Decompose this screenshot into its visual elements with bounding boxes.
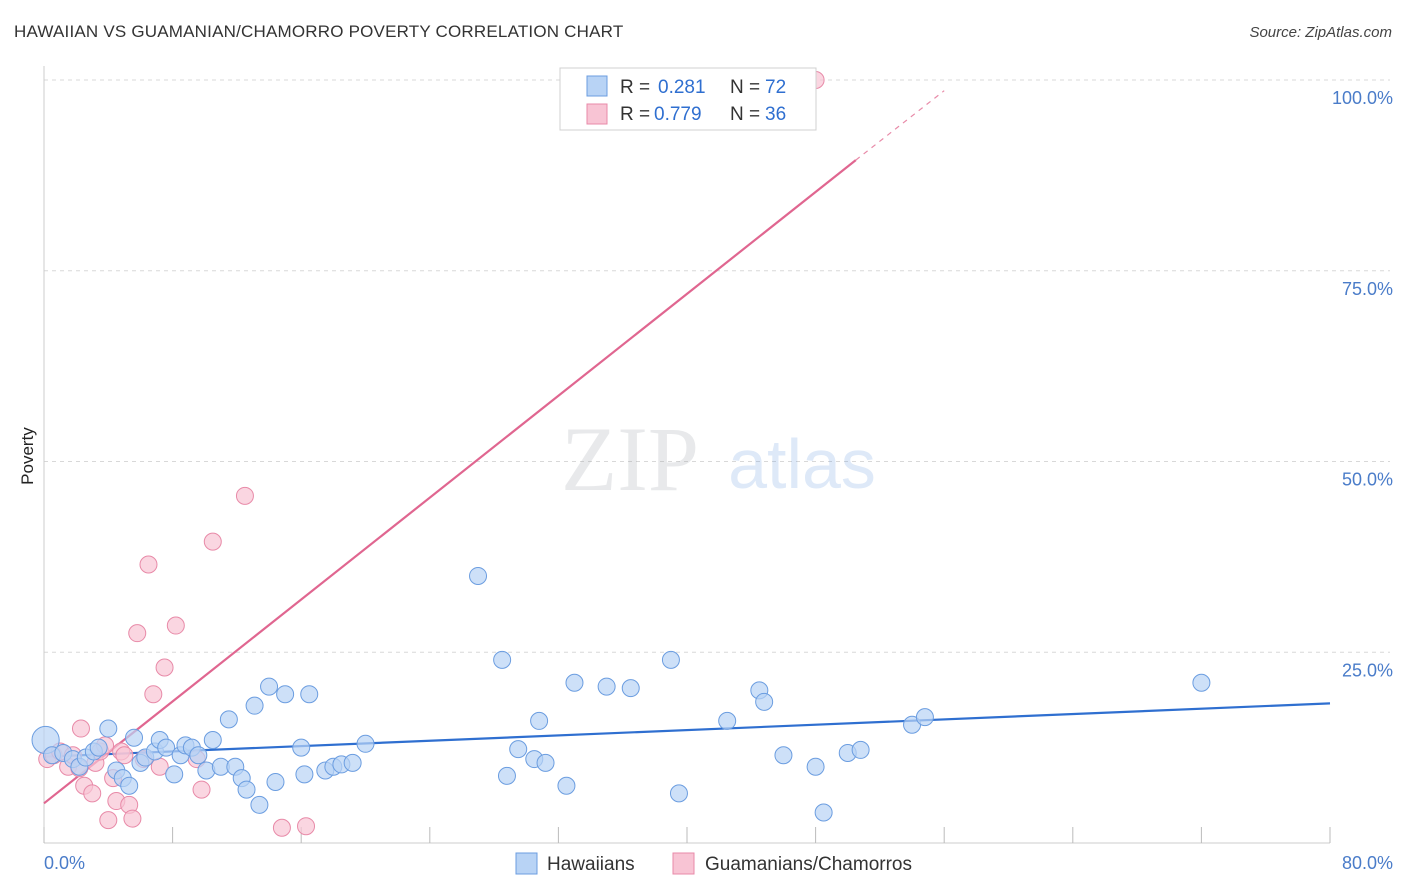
watermark-atlas: atlas bbox=[728, 425, 876, 503]
guamanian-point-25 bbox=[166, 616, 185, 635]
hawaiian-point-61 bbox=[814, 803, 833, 822]
hawaiian-point-7 bbox=[89, 738, 108, 757]
x-tick-label-max: 80.0% bbox=[1342, 853, 1393, 873]
y-tick-label-25: 25.0% bbox=[1342, 660, 1393, 680]
bottom-legend-hawaiians: Hawaiians bbox=[547, 854, 635, 875]
hawaiian-point-59 bbox=[774, 746, 793, 765]
hawaiian-point-58 bbox=[755, 692, 774, 711]
hawaiian-point-41 bbox=[343, 753, 362, 772]
hawaiian-point-31 bbox=[250, 795, 269, 814]
bottom-legend: Hawaiians Guamanians/Chamorros bbox=[515, 852, 912, 875]
hawaiian-point-43 bbox=[469, 566, 488, 585]
gridlines bbox=[44, 79, 1390, 653]
legend-swatch-hawaiians bbox=[586, 75, 608, 97]
hawaiian-point-35 bbox=[292, 738, 311, 757]
y-tick-label-100: 100.0% bbox=[1332, 88, 1393, 108]
hawaiian-point-33 bbox=[266, 772, 285, 791]
hawaiian-point-42 bbox=[356, 734, 375, 753]
hawaiian-point-54 bbox=[661, 650, 680, 669]
guamanian-point-19 bbox=[128, 624, 147, 643]
guamanian-point-16 bbox=[115, 746, 134, 765]
guamanian-point-18 bbox=[123, 809, 142, 828]
legend-n-value-2: 36 bbox=[765, 104, 786, 125]
trend-line-guamanians-extension bbox=[855, 90, 945, 161]
trend-line-guamanians bbox=[43, 159, 857, 805]
hawaiian-point-45 bbox=[497, 766, 516, 785]
guamanian-point-29 bbox=[235, 486, 254, 505]
watermark-zip: ZIP bbox=[561, 408, 699, 510]
hawaiian-point-11 bbox=[120, 776, 139, 795]
legend-r-value-1: 0.281 bbox=[658, 77, 706, 98]
source-credit: Source: ZipAtlas.com bbox=[1249, 24, 1392, 41]
y-tick-label-50: 50.0% bbox=[1342, 470, 1393, 490]
bottom-legend-swatch-guamanians bbox=[672, 852, 695, 875]
guamanian-point-21 bbox=[139, 555, 158, 574]
hawaiian-point-63 bbox=[851, 740, 870, 759]
hawaiian-point-66 bbox=[1192, 673, 1211, 692]
legend-r-label-2: R = bbox=[620, 104, 650, 125]
legend-n-value-1: 72 bbox=[765, 77, 786, 98]
watermark: ZIP atlas bbox=[561, 408, 876, 510]
chart-title: HAWAIIAN VS GUAMANIAN/CHAMORRO POVERTY C… bbox=[14, 22, 624, 41]
guamanian-point-22 bbox=[144, 685, 163, 704]
axes bbox=[43, 66, 1331, 844]
hawaiian-point-60 bbox=[806, 757, 825, 776]
guamanian-point-27 bbox=[192, 780, 211, 799]
hawaiian-point-50 bbox=[557, 776, 576, 795]
hawaiian-point-51 bbox=[565, 673, 584, 692]
hawaiian-point-55 bbox=[669, 784, 688, 803]
hawaiian-point-30 bbox=[245, 696, 264, 715]
hawaiian-point-48 bbox=[530, 711, 549, 730]
y-tick-label-75: 75.0% bbox=[1342, 279, 1393, 299]
hawaiian-point-44 bbox=[493, 650, 512, 669]
x-tick-label-min: 0.0% bbox=[44, 853, 85, 873]
hawaiian-point-22 bbox=[189, 746, 208, 765]
hawaiian-point-29 bbox=[237, 780, 256, 799]
hawaiian-point-53 bbox=[621, 679, 640, 698]
guamanian-point-6 bbox=[71, 719, 90, 738]
hawaiian-point-52 bbox=[597, 677, 616, 696]
hawaiian-point-37 bbox=[300, 685, 319, 704]
legend-n-label-1: N = bbox=[730, 77, 760, 98]
guamanian-point-24 bbox=[155, 658, 174, 677]
legend-r-value-2: 0.779 bbox=[654, 104, 702, 125]
hawaiian-point-49 bbox=[536, 753, 555, 772]
hawaiian-point-17 bbox=[157, 738, 176, 757]
legend-swatch-guamanians bbox=[586, 103, 608, 125]
hawaiian-point-32 bbox=[260, 677, 279, 696]
trend-line-hawaiians bbox=[43, 702, 1331, 758]
hawaiian-point-34 bbox=[276, 685, 295, 704]
bottom-legend-swatch-hawaiians bbox=[515, 852, 538, 875]
hawaiian-point-65 bbox=[915, 708, 934, 727]
hawaiian-point-18 bbox=[165, 765, 184, 784]
legend-r-label-1: R = bbox=[620, 77, 650, 98]
hawaiian-point-26 bbox=[219, 710, 238, 729]
hawaiian-point-8 bbox=[99, 719, 118, 738]
guamanian-point-28 bbox=[203, 532, 222, 551]
guamanian-point-31 bbox=[297, 817, 316, 836]
trend-lines bbox=[43, 90, 1331, 805]
hawaiian-point-46 bbox=[509, 740, 528, 759]
hawaiian-point-36 bbox=[295, 765, 314, 784]
guamanian-point-12 bbox=[99, 811, 118, 830]
guamanian-point-30 bbox=[272, 818, 291, 837]
hawaiian-point-24 bbox=[203, 730, 222, 749]
hawaiian-point-12 bbox=[125, 728, 144, 747]
tick-labels: 25.0% 50.0% 75.0% 100.0% 0.0% 80.0% bbox=[44, 88, 1393, 873]
guamanian-point-8 bbox=[83, 784, 102, 803]
legend-n-label-2: N = bbox=[730, 104, 760, 125]
bottom-legend-guamanians: Guamanians/Chamorros bbox=[705, 854, 912, 875]
legend: R = 0.281 N = 72 R = 0.779 N = 36 bbox=[559, 67, 817, 131]
hawaiian-point-56 bbox=[718, 711, 737, 730]
